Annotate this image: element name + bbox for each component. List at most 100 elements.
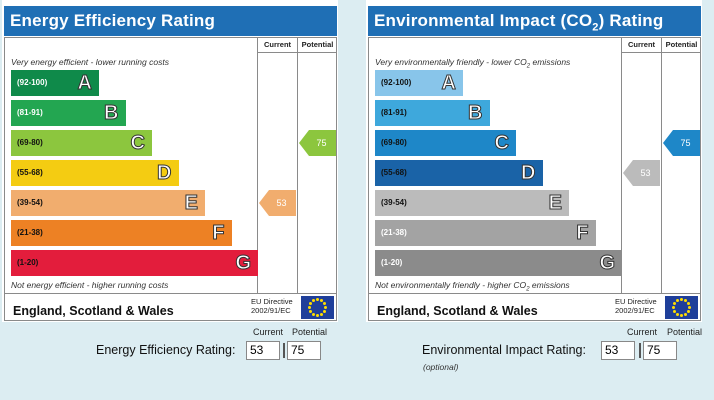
country-label: England, Scotland & Wales bbox=[13, 304, 174, 318]
current-rating-arrow: 53 bbox=[259, 190, 296, 216]
environmental-chart-frame: Current Potential Very environmentally f… bbox=[368, 37, 701, 321]
energy-efficiency-card: Energy Efficiency Rating Current Potenti… bbox=[2, 0, 338, 322]
band-range-label: (55-68) bbox=[17, 168, 43, 177]
energy-title-text: Energy Efficiency Rating bbox=[10, 11, 216, 30]
eu-star-icon bbox=[676, 312, 679, 316]
band-range-label: (21-38) bbox=[17, 228, 43, 237]
rating-band-e: (39-54) E bbox=[11, 190, 205, 216]
eu-directive-code: 2002/91/EC bbox=[251, 306, 291, 315]
rating-band-b: (81-91) B bbox=[375, 100, 490, 126]
band-range-label: (81-91) bbox=[381, 108, 407, 117]
eu-flag-icon bbox=[301, 296, 334, 319]
band-range-label: (92-100) bbox=[17, 78, 48, 87]
rating-band-f: (21-38) F bbox=[375, 220, 596, 246]
band-letter: A bbox=[77, 72, 92, 95]
band-range-label: (55-68) bbox=[381, 168, 407, 177]
energy-card-title: Energy Efficiency Rating bbox=[4, 6, 337, 36]
band-range-label: (69-80) bbox=[381, 138, 407, 147]
band-letter: G bbox=[599, 252, 616, 275]
divider bbox=[369, 293, 701, 294]
band-letter: F bbox=[576, 222, 589, 245]
potential-column-header: Potential bbox=[665, 40, 698, 49]
bottom-note: Not environmentally friendly - higher CO… bbox=[375, 280, 570, 293]
eu-star-icon bbox=[680, 314, 683, 317]
environmental-card-title: Environmental Impact (CO2) Rating bbox=[368, 6, 701, 36]
eu-directive-text: EU Directive 2002/91/EC bbox=[615, 297, 657, 315]
band-letter: E bbox=[184, 192, 198, 215]
eu-star-icon bbox=[312, 299, 315, 303]
band-letter: D bbox=[521, 162, 536, 185]
eu-star-icon bbox=[320, 299, 323, 303]
band-letter: G bbox=[235, 252, 252, 275]
env-title-end: ) Rating bbox=[598, 11, 664, 30]
field-separator bbox=[283, 343, 285, 358]
rating-band-c: (69-80) C bbox=[375, 130, 516, 156]
summary-current-header: Current bbox=[627, 327, 658, 337]
band-range-label: (39-54) bbox=[17, 198, 43, 207]
band-letter: F bbox=[212, 222, 225, 245]
rating-band-a: (92-100) A bbox=[11, 70, 99, 96]
eu-directive-code: 2002/91/EC bbox=[615, 306, 655, 315]
optional-note: (optional) bbox=[423, 362, 459, 372]
summary-current-header: Current bbox=[253, 327, 284, 337]
eu-star-icon bbox=[686, 302, 690, 305]
environmental-potential-field[interactable]: 75 bbox=[643, 341, 677, 360]
eu-star-icon bbox=[312, 312, 315, 316]
environmental-current-field[interactable]: 53 bbox=[601, 341, 635, 360]
divider bbox=[661, 38, 662, 293]
current-rating-arrow: 53 bbox=[623, 160, 660, 186]
current-column-header: Current bbox=[627, 40, 656, 49]
band-letter: B bbox=[104, 102, 119, 125]
environmental-impact-card: Environmental Impact (CO2) Rating Curren… bbox=[366, 0, 702, 322]
divider bbox=[257, 52, 337, 53]
bottom-note: Not energy efficient - higher running co… bbox=[11, 280, 169, 290]
bottom-note-text: Not environmentally friendly - higher CO bbox=[375, 280, 527, 290]
band-range-label: (81-91) bbox=[17, 108, 43, 117]
band-letter: C bbox=[494, 132, 509, 155]
divider bbox=[297, 38, 298, 293]
environmental-rating-label: Environmental Impact Rating: bbox=[422, 343, 586, 357]
rating-band-e: (39-54) E bbox=[375, 190, 569, 216]
top-note-subscript: 2 bbox=[526, 63, 531, 70]
band-range-label: (21-38) bbox=[381, 228, 407, 237]
eu-star-icon bbox=[688, 306, 691, 309]
rating-band-d: (55-68) D bbox=[375, 160, 543, 186]
divider bbox=[257, 38, 258, 293]
potential-rating-arrow: 75 bbox=[663, 130, 700, 156]
rating-band-f: (21-38) F bbox=[11, 220, 232, 246]
divider bbox=[621, 38, 622, 293]
band-letter: E bbox=[548, 192, 562, 215]
rating-band-b: (81-91) B bbox=[11, 100, 126, 126]
eu-star-icon bbox=[684, 299, 687, 303]
current-column-header: Current bbox=[263, 40, 292, 49]
top-note-text: Very environmentally friendly - lower CO bbox=[375, 57, 527, 67]
env-title-subscript: 2 bbox=[592, 21, 599, 34]
eu-star-icon bbox=[308, 306, 311, 309]
band-range-label: (92-100) bbox=[381, 78, 412, 87]
eu-directive-text: EU Directive 2002/91/EC bbox=[251, 297, 293, 315]
band-range-label: (1-20) bbox=[17, 258, 39, 267]
band-letter: C bbox=[130, 132, 145, 155]
top-note: Very energy efficient - lower running co… bbox=[11, 57, 169, 67]
bottom-note-subscript: 2 bbox=[526, 286, 530, 293]
eu-directive-line: EU Directive bbox=[251, 297, 293, 306]
field-separator bbox=[639, 343, 641, 358]
top-note: Very environmentally friendly - lower CO… bbox=[375, 57, 570, 70]
rating-band-a: (92-100) A bbox=[375, 70, 463, 96]
band-range-label: (69-80) bbox=[17, 138, 43, 147]
eu-star-icon bbox=[316, 298, 319, 301]
rating-band-c: (69-80) C bbox=[11, 130, 152, 156]
energy-current-field[interactable]: 53 bbox=[246, 341, 280, 360]
top-note-end: emissions bbox=[530, 57, 571, 67]
eu-star-icon bbox=[673, 302, 677, 305]
rating-band-g: (1-20) G bbox=[11, 250, 258, 276]
summary-potential-header: Potential bbox=[667, 327, 703, 337]
band-range-label: (39-54) bbox=[381, 198, 407, 207]
potential-rating-arrow: 75 bbox=[299, 130, 336, 156]
rating-band-d: (55-68) D bbox=[11, 160, 179, 186]
country-label: England, Scotland & Wales bbox=[377, 304, 538, 318]
eu-star-icon bbox=[676, 299, 679, 303]
eu-star-icon bbox=[672, 306, 675, 309]
energy-potential-field[interactable]: 75 bbox=[287, 341, 321, 360]
divider bbox=[5, 293, 337, 294]
